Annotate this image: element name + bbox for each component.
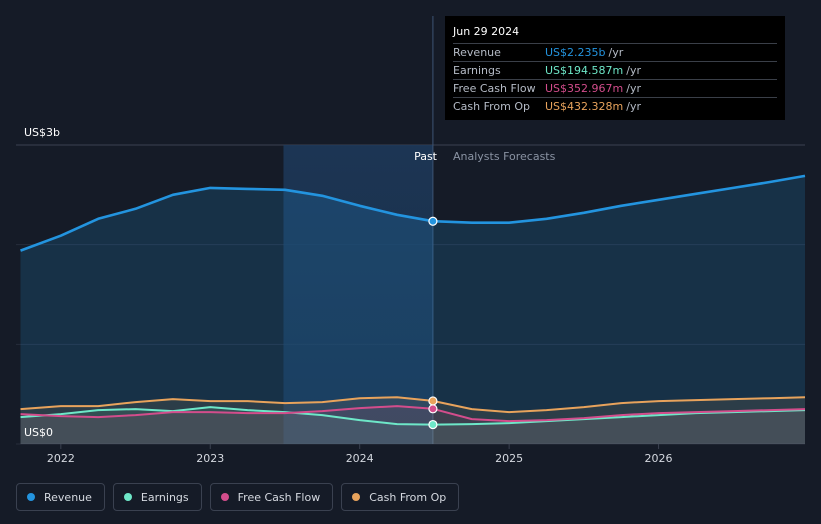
y-axis-min-label: US$0 — [24, 426, 53, 439]
free-cash-flow-marker — [428, 404, 438, 414]
legend-label: Revenue — [44, 490, 92, 504]
revenue-marker — [428, 216, 438, 226]
tooltip-label: Earnings — [453, 64, 501, 77]
past-label: Past — [414, 150, 438, 163]
x-tick-label: 2025 — [495, 452, 523, 465]
tooltip-label: Cash From Op — [453, 100, 531, 113]
legend-label: Free Cash Flow — [237, 490, 321, 504]
tooltip-row-cash-from-op: Cash From Op US$432.328m /yr — [453, 97, 777, 115]
tooltip-value: US$352.967m — [545, 82, 624, 95]
x-tick-label: 2022 — [47, 452, 75, 465]
revenue-area — [20, 175, 805, 444]
tooltip: Jun 29 2024 Revenue US$2.235b /yr Earnin… — [445, 16, 785, 120]
tooltip-unit: /yr — [626, 64, 641, 77]
tooltip-unit: /yr — [626, 100, 641, 113]
tooltip-value: US$2.235b — [545, 46, 606, 59]
tooltip-value: US$194.587m — [545, 64, 624, 77]
legend-dot-icon — [220, 493, 229, 501]
tooltip-row-revenue: Revenue US$2.235b /yr — [453, 43, 777, 61]
legend-dot-icon — [123, 493, 132, 501]
chart-legend: Revenue Earnings Free Cash Flow Cash Fro… — [16, 483, 467, 511]
x-tick-label: 2024 — [346, 452, 374, 465]
legend-dot-icon — [352, 493, 361, 501]
cash-from-op-marker — [428, 396, 438, 406]
x-axis-ticks: 2022 2023 2024 2025 2026 — [47, 444, 673, 465]
legend-dot-icon — [27, 493, 35, 501]
x-tick-label: 2026 — [645, 452, 673, 465]
tooltip-row-earnings: Earnings US$194.587m /yr — [453, 61, 777, 79]
legend-item-revenue[interactable]: Revenue — [16, 483, 105, 511]
legend-label: Cash From Op — [369, 490, 447, 504]
earnings-area — [20, 407, 805, 444]
tooltip-unit: /yr — [608, 46, 624, 59]
series-markers — [428, 216, 438, 430]
forecast-label: Analysts Forecasts — [453, 150, 556, 163]
free-cash-flow-line — [20, 405, 806, 423]
cash-from-op-area — [20, 397, 805, 444]
tooltip-unit: /yr — [626, 82, 641, 95]
y-axis-max-label: US$3b — [24, 126, 60, 139]
earnings-marker — [428, 419, 438, 430]
legend-item-cash-from-op[interactable]: Cash From Op — [341, 483, 460, 511]
tooltip-row-free-cash-flow: Free Cash Flow US$352.967m /yr — [453, 79, 777, 97]
tooltip-label: Free Cash Flow — [453, 82, 536, 95]
legend-label: Earnings — [140, 490, 189, 504]
tooltip-label: Revenue — [453, 46, 501, 59]
x-tick-label: 2023 — [196, 452, 224, 465]
tooltip-value: US$432.328m — [545, 100, 624, 113]
revenue-line — [20, 174, 806, 252]
legend-item-earnings[interactable]: Earnings — [112, 483, 202, 511]
legend-item-free-cash-flow[interactable]: Free Cash Flow — [209, 483, 334, 511]
tooltip-date: Jun 29 2024 — [453, 25, 520, 38]
cash-from-op-line — [20, 396, 806, 414]
series-lines — [20, 174, 806, 426]
earnings-line — [20, 406, 806, 426]
